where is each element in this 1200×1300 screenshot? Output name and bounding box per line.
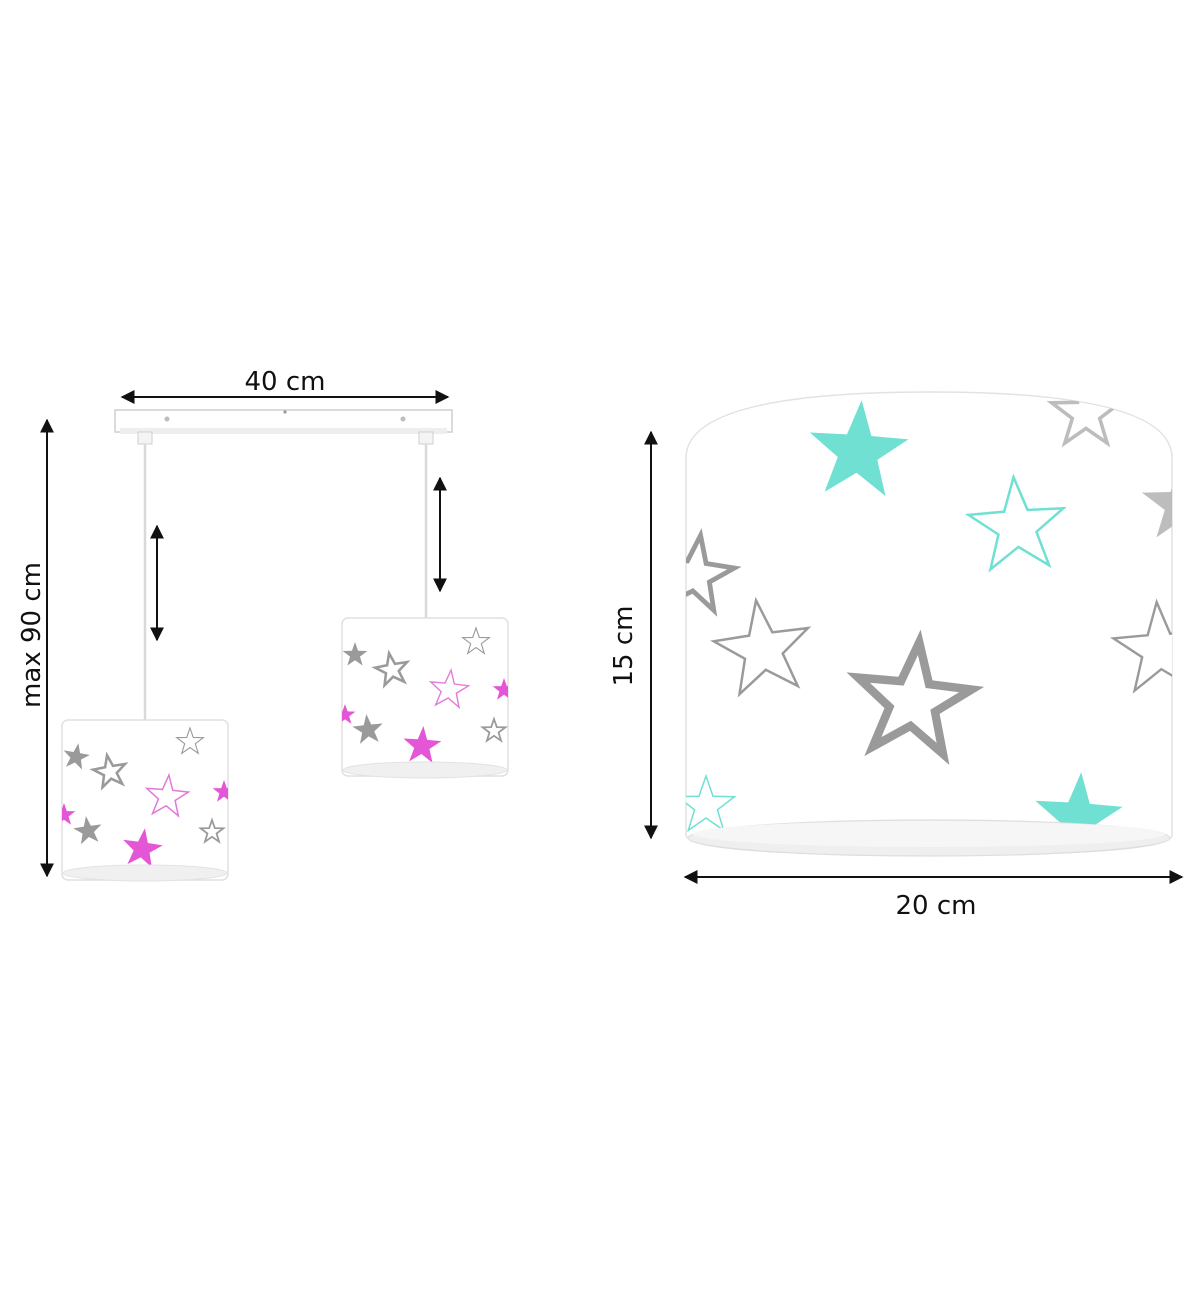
width-label: 40 cm — [245, 367, 326, 397]
ceiling-bar — [114, 409, 453, 445]
lampshade-left — [61, 719, 229, 882]
shade-closeup: 15 cm 20 cm — [609, 391, 1184, 921]
shade-width-label: 20 cm — [896, 891, 977, 921]
height-label: max 90 cm — [17, 562, 47, 708]
pendant-lamp-assembly: 40 cm max 90 cm — [17, 367, 509, 882]
lampshade-right — [341, 617, 509, 779]
shade-height-label: 15 cm — [609, 606, 639, 687]
